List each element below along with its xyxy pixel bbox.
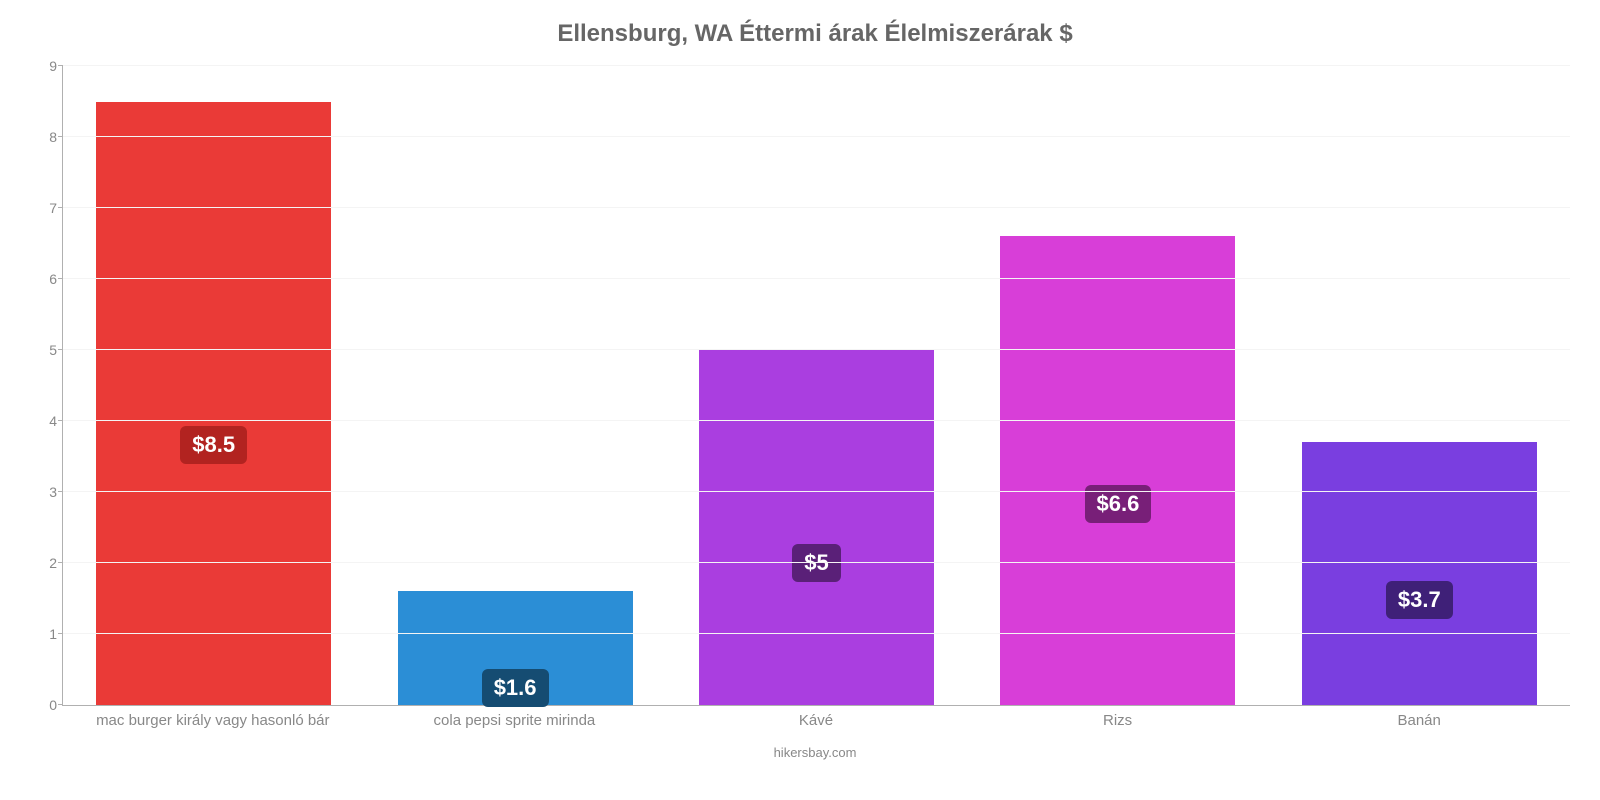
bar-slot: $8.5 [63,66,364,705]
x-axis-label: Rizs [967,712,1269,729]
chart-title: Ellensburg, WA Éttermi árak Élelmiszerár… [50,20,1580,48]
ytick-label: 7 [33,200,57,216]
ytick-mark [58,278,63,279]
x-axis-label: Kávé [665,712,967,729]
x-axis-label: cola pepsi sprite mirinda [364,712,666,729]
bar-slot: $6.6 [967,66,1268,705]
chart-footer: hikersbay.com [50,745,1580,760]
ytick-mark [58,420,63,421]
ytick-label: 0 [33,697,57,713]
ytick-label: 6 [33,271,57,287]
gridline [63,562,1570,563]
ytick-mark [58,136,63,137]
ytick-label: 9 [33,58,57,74]
gridline [63,633,1570,634]
ytick-mark [58,207,63,208]
bars-row: $8.5 $1.6 $5 $6.6 $3.7 [63,66,1570,705]
bar: $5 [699,350,934,705]
ytick-mark [58,633,63,634]
bar: $6.6 [1000,236,1235,705]
gridline [63,349,1570,350]
bar-value-label: $8.5 [180,426,247,464]
gridline [63,65,1570,66]
ytick-mark [58,562,63,563]
bar: $1.6 [398,591,633,705]
x-axis-label: Banán [1268,712,1570,729]
x-axis-label: mac burger király vagy hasonló bár [62,712,364,729]
ytick-mark [58,704,63,705]
ytick-label: 8 [33,129,57,145]
bar-slot: $5 [666,66,967,705]
bar-slot: $3.7 [1269,66,1570,705]
ytick-label: 4 [33,413,57,429]
plot-area: $8.5$1.6$5$6.6$3.7 0123456789 [62,66,1570,706]
ytick-label: 1 [33,626,57,642]
ytick-label: 3 [33,484,57,500]
ytick-label: 2 [33,555,57,571]
gridline [63,207,1570,208]
bar: $8.5 [96,102,331,706]
ytick-label: 5 [33,342,57,358]
price-bar-chart: Ellensburg, WA Éttermi árak Élelmiszerár… [0,0,1600,800]
ytick-mark [58,65,63,66]
ytick-mark [58,491,63,492]
gridline [63,278,1570,279]
gridline [63,136,1570,137]
bar-value-label: $1.6 [482,669,549,707]
gridline [63,420,1570,421]
bar-value-label: $3.7 [1386,581,1453,619]
gridline [63,491,1570,492]
x-axis-labels: mac burger király vagy hasonló bárcola p… [62,712,1570,729]
bar-slot: $1.6 [364,66,665,705]
ytick-mark [58,349,63,350]
bar: $3.7 [1302,442,1537,705]
